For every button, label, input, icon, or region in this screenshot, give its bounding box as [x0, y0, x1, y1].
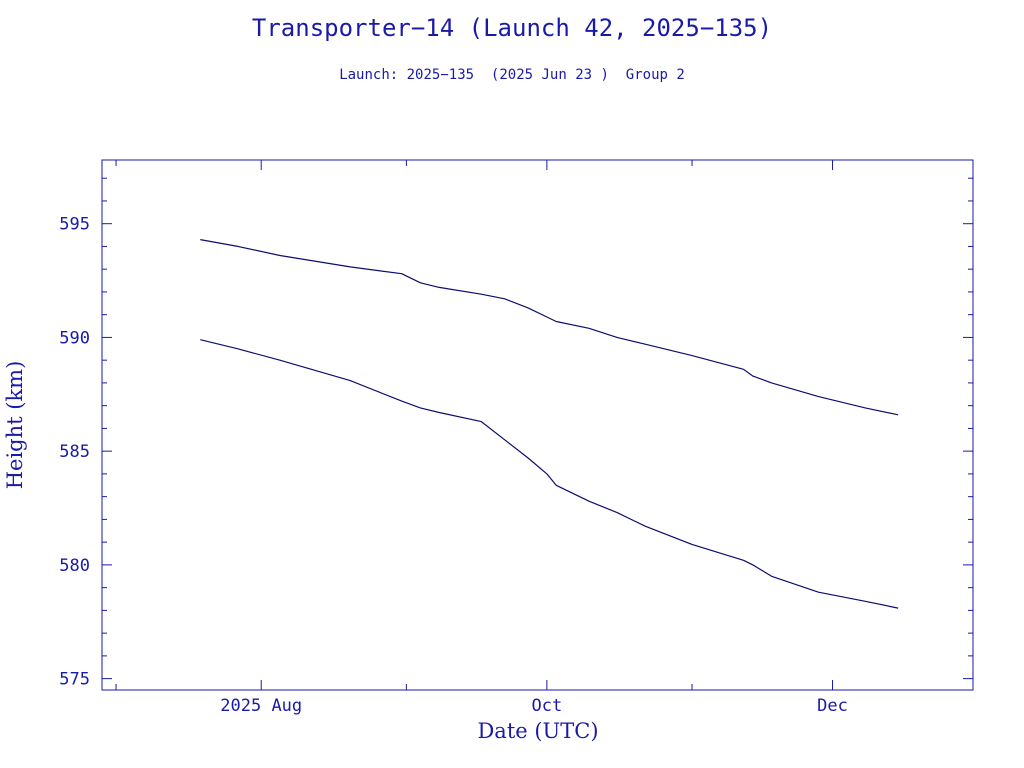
x-tick-label: 2025 Aug [220, 696, 302, 716]
x-tick-label: Oct [532, 696, 563, 716]
x-tick-label: Dec [817, 696, 848, 716]
y-tick-label: 590 [59, 328, 90, 348]
plot-frame [101, 159, 974, 691]
chart-title: Transporter−14 (Launch 42, 2025−135) [251, 14, 773, 42]
x-axis-label: Date (UTC) [477, 719, 598, 743]
y-tick-label: 595 [59, 215, 90, 235]
y-axis-label: Height (km) [3, 361, 27, 490]
series-line-1 [200, 239, 899, 416]
y-tick-label: 575 [59, 670, 90, 690]
series-line-2 [200, 339, 899, 609]
chart-subtitle: Launch: 2025−135 (2025 Jun 23 ) Group 2 [339, 67, 685, 83]
y-tick-label: 580 [59, 556, 90, 576]
y-tick-label: 585 [59, 442, 90, 462]
